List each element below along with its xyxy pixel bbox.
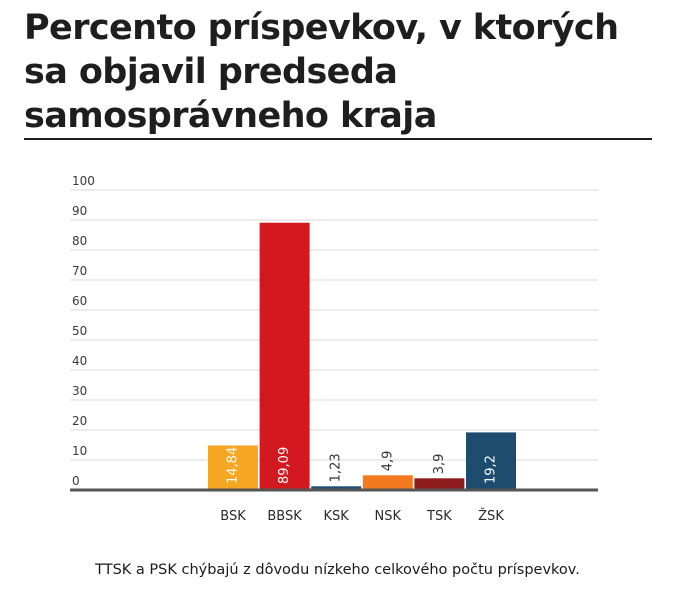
bar [259, 222, 310, 491]
bar [208, 445, 258, 490]
bars [208, 222, 516, 491]
value-labels: 14,84 89,09 1,23 4,9 3,9 19,2 [226, 447, 499, 484]
value-label: 1,23 [329, 453, 344, 482]
y-tick-label: 40 [72, 354, 87, 368]
value-label: 89,09 [277, 447, 292, 484]
y-tick-label: 50 [72, 324, 87, 338]
category-label: KSK [324, 509, 350, 524]
y-tick-label: 10 [72, 444, 87, 458]
category-label: ŽSK [478, 508, 504, 524]
bar [466, 432, 516, 490]
bar-chart: 0 10 20 30 40 50 60 70 80 90 100 14,84 89,09 1,23 4,9… [70, 174, 598, 524]
grid-lines [70, 189, 598, 461]
y-axis-ticks: 0 10 20 30 40 50 60 70 80 90 100 [72, 174, 95, 488]
y-tick-label: 100 [72, 174, 95, 188]
category-label: BBSK [267, 509, 302, 524]
bar [362, 475, 413, 490]
value-label: 19,2 [484, 455, 499, 484]
bar [311, 486, 362, 490]
y-tick-label: 80 [72, 234, 87, 248]
value-label: 4,9 [380, 451, 395, 472]
footnote: TTSK a PSK chýbajú z dôvodu nízkeho celk… [95, 562, 580, 578]
category-label: TSK [426, 509, 452, 524]
y-tick-label: 20 [72, 414, 87, 428]
y-tick-label: 60 [72, 294, 87, 308]
chart-title: Percento príspevkov, v ktorých sa objavi… [24, 8, 619, 136]
y-tick-label: 30 [72, 384, 87, 398]
y-tick-label: 70 [72, 264, 87, 278]
title-underline [24, 138, 652, 140]
category-label: BSK [220, 509, 246, 524]
y-tick-label: 0 [72, 474, 80, 488]
category-labels: BSK BBSK KSK NSK TSK ŽSK [220, 508, 504, 524]
y-tick-label: 90 [72, 204, 87, 218]
value-label: 14,84 [226, 447, 241, 484]
bar [414, 478, 465, 490]
category-label: NSK [375, 509, 402, 524]
value-label: 3,9 [432, 454, 447, 475]
